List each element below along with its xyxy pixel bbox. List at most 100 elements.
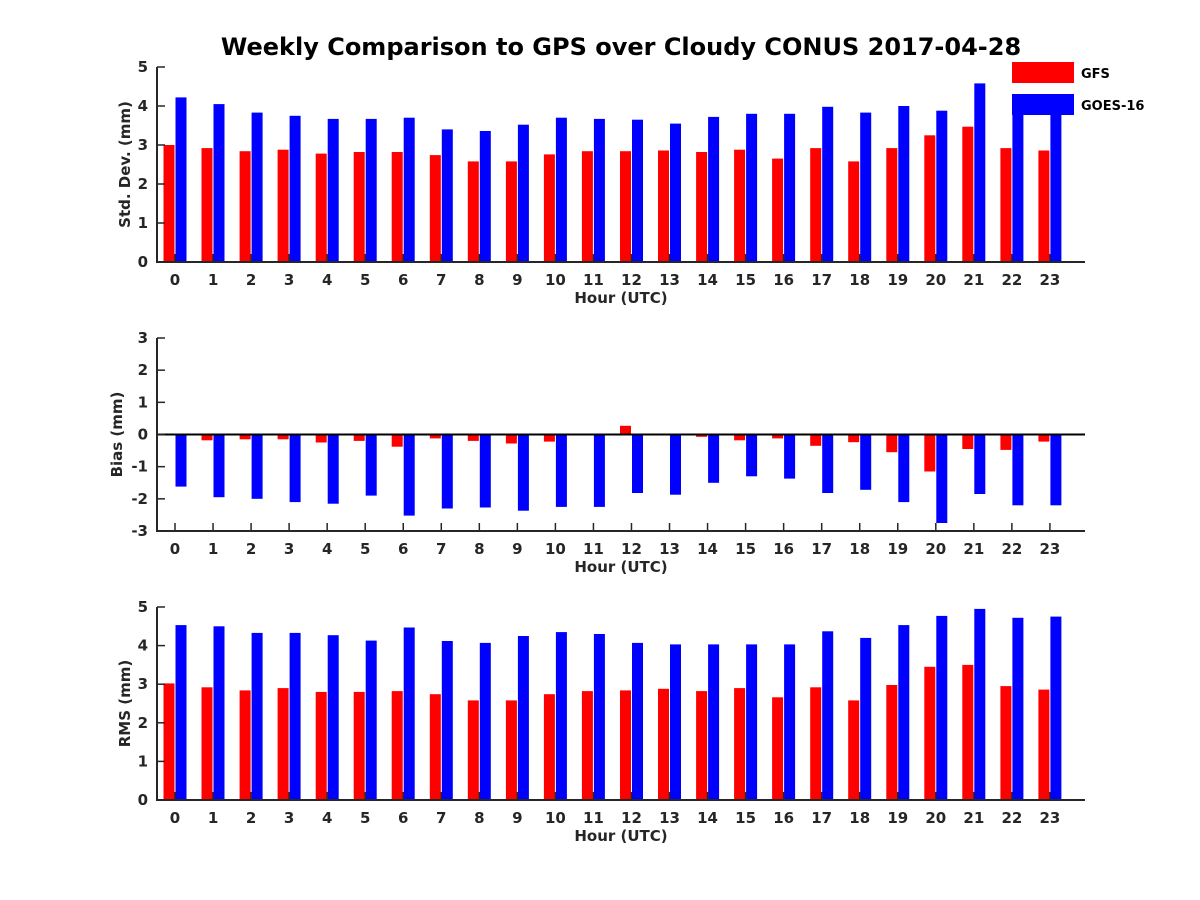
bar-goes-16-19 [898,434,910,503]
bar-gfs-10 [543,434,555,442]
bar-goes-16-3 [289,434,301,503]
x-tick-label: 13 [659,540,680,558]
bar-goes-16-1 [213,434,225,498]
bar-gfs-6 [391,691,403,800]
bar-gfs-13 [658,150,669,262]
x-tick-label: 23 [1039,540,1060,558]
bar-goes-16-6 [403,627,415,800]
x-tick-label: 1 [208,809,218,827]
x-tick-label: 9 [512,540,522,558]
bar-gfs-14 [696,691,708,800]
bar-goes-16-21 [974,608,986,800]
y-tick-label: 3 [138,675,148,693]
x-tick-label: 0 [170,540,180,558]
bar-goes-16-17 [822,631,834,800]
bar-gfs-7 [429,694,441,800]
bar-goes-16-23 [1050,434,1062,506]
bar-gfs-4 [315,691,327,800]
bar-gfs-1 [201,434,213,441]
x-tick-label: 16 [773,809,794,827]
y-tick-label: 2 [138,361,148,379]
x-tick-label: 7 [436,540,446,558]
x-tick-label: 6 [398,271,408,289]
bar-gfs-5 [353,434,365,441]
bar-goes-16-13 [670,434,681,495]
x-tick-label: 5 [360,271,370,289]
bar-gfs-21 [962,664,974,800]
bar-goes-16-5 [365,640,377,800]
x-tick-label: 18 [849,271,870,289]
bar-gfs-3 [277,434,289,440]
bar-gfs-6 [391,434,403,447]
bar-gfs-11 [581,151,593,262]
x-tick-label: 13 [659,809,680,827]
bar-goes-16-14 [708,116,720,263]
bar-goes-16-21 [974,83,986,263]
x-tick-label: 23 [1039,809,1060,827]
x-tick-label: 21 [963,540,984,558]
x-tick-label: 17 [811,271,832,289]
y-tick-label: 0 [138,426,148,444]
bar-goes-16-22 [1012,434,1024,506]
x-tick-label: 14 [697,271,718,289]
x-tick-label: 3 [284,271,294,289]
bar-gfs-21 [962,434,974,449]
bar-goes-16-13 [670,123,681,262]
bar-gfs-4 [315,434,327,443]
y-axis-label: Bias (mm) [108,392,126,478]
x-tick-label: 1 [208,271,218,289]
bar-gfs-16 [772,697,784,800]
bar-goes-16-14 [708,644,720,800]
bar-gfs-9 [505,161,517,262]
bar-gfs-20 [924,135,936,263]
bar-gfs-8 [467,700,479,800]
bar-gfs-19 [886,685,898,800]
bar-gfs-16 [772,434,784,439]
x-tick-label: 2 [246,540,256,558]
y-axis-label: Std. Dev. (mm) [116,101,134,228]
x-tick-label: 8 [474,809,484,827]
x-tick-label: 20 [925,809,946,827]
bar-goes-16-0 [175,434,187,487]
bar-gfs-15 [734,149,746,262]
y-tick-label: 5 [138,598,148,616]
x-tick-label: 14 [697,540,718,558]
bar-gfs-14 [696,434,708,437]
x-tick-label: 0 [170,271,180,289]
bar-goes-16-15 [746,434,758,477]
legend: GFS GOES-16 [1012,62,1144,115]
bar-gfs-18 [848,700,860,800]
bar-gfs-22 [1000,148,1012,262]
bar-goes-16-8 [479,434,491,508]
x-tick-label: 11 [583,271,604,289]
x-tick-label: 5 [360,809,370,827]
bar-goes-16-3 [289,632,301,800]
bar-goes-16-5 [365,118,377,263]
x-tick-label: 3 [284,809,294,827]
bar-gfs-5 [353,691,365,800]
x-tick-label: 4 [322,809,332,827]
x-tick-label: 17 [811,809,832,827]
y-tick-label: 4 [138,637,148,655]
bar-goes-16-20 [936,110,948,262]
x-tick-label: 12 [621,271,642,289]
x-tick-label: 11 [583,809,604,827]
y-tick-label: 1 [138,393,148,411]
bar-goes-16-9 [517,636,529,800]
bar-goes-16-19 [898,106,910,262]
x-tick-label: 15 [735,809,756,827]
bar-goes-16-8 [479,642,491,800]
bar-gfs-12 [620,690,631,800]
x-tick-label: 7 [436,271,446,289]
bar-goes-16-10 [555,117,567,262]
x-tick-label: 4 [322,271,332,289]
x-tick-label: 13 [659,271,680,289]
bar-gfs-2 [239,434,251,440]
y-tick-label: 0 [138,791,148,809]
x-tick-label: 15 [735,540,756,558]
bar-goes-16-18 [860,112,872,262]
bar-gfs-10 [543,694,555,800]
bar-gfs-18 [848,434,860,443]
